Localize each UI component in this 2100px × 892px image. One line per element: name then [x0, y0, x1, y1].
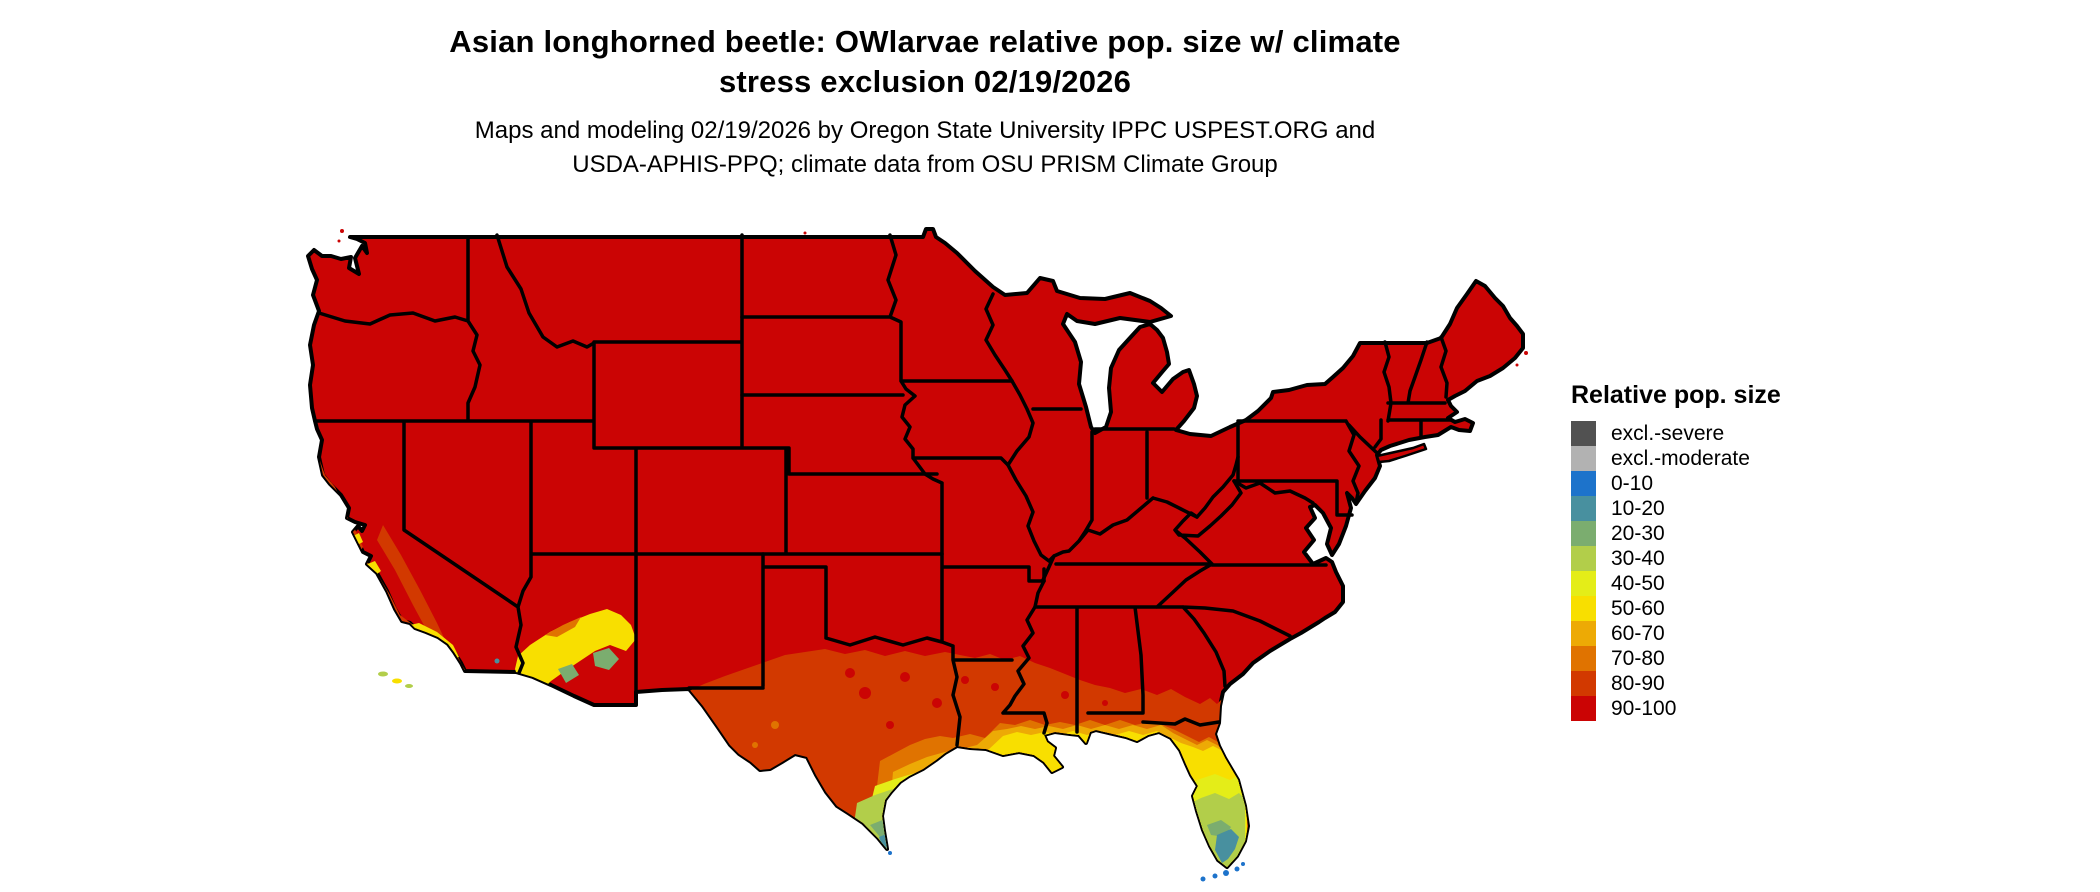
map-svg — [306, 227, 1528, 882]
state-borders — [313, 233, 1453, 747]
us-choropleth-map — [305, 225, 1530, 887]
legend-label: excl.-severe — [1611, 421, 1725, 445]
legend-swatch-60-70 — [1571, 621, 1596, 646]
map-title-line2: stress exclusion 02/19/2026 — [718, 64, 1132, 99]
legend-swatch-0-10 — [1571, 471, 1596, 496]
legend-row: 50-60 — [1571, 596, 1781, 621]
map-subtitle-line1: Maps and modeling 02/19/2026 by Oregon S… — [474, 117, 1376, 144]
state-borders-mississippi-valley — [984, 292, 1240, 735]
legend-swatch-excl-moderate — [1571, 446, 1596, 471]
legend-swatch-50-60 — [1571, 596, 1596, 621]
map-title: Asian longhorned beetle: OWlarvae relati… — [305, 22, 1545, 102]
legend-swatch-90-100 — [1571, 696, 1596, 721]
map-subtitle-line2: USDA-APHIS-PPQ; climate data from OSU PR… — [572, 151, 1278, 178]
legend-row: 80-90 — [1571, 671, 1781, 696]
arizona-yellow-band — [515, 609, 636, 695]
state-borders-central — [687, 233, 1046, 747]
legend-label: 50-60 — [1611, 596, 1665, 620]
legend-row: 30-40 — [1571, 546, 1781, 571]
legend-swatch-40-50 — [1571, 571, 1596, 596]
legend-label: 90-100 — [1611, 696, 1677, 720]
salton-sea-dot — [494, 658, 500, 664]
florida-keys-dots — [888, 851, 1245, 882]
legend-label: 10-20 — [1611, 496, 1665, 520]
band-30-40-texas-tip — [845, 789, 931, 867]
legend-swatch-70-80 — [1571, 646, 1596, 671]
legend-label: 0-10 — [1611, 471, 1654, 495]
legend-row: 10-20 — [1571, 496, 1781, 521]
band-20-30-patches — [870, 819, 1231, 837]
legend-row: 60-70 — [1571, 621, 1781, 646]
legend-row: 90-100 — [1571, 696, 1781, 721]
long-island — [1375, 442, 1428, 464]
legend-swatch-excl-severe — [1571, 421, 1596, 446]
legend-swatch-30-40 — [1571, 546, 1596, 571]
small-coastal-islands — [337, 229, 1528, 367]
legend-row: excl.-severe — [1571, 421, 1781, 446]
legend-label: excl.-moderate — [1611, 446, 1750, 470]
legend-row: 70-80 — [1571, 646, 1781, 671]
legend-swatch-80-90 — [1571, 671, 1596, 696]
legend-row: 40-50 — [1571, 571, 1781, 596]
legend-title: Relative pop. size — [1571, 381, 1781, 409]
arizona-orange-fringe — [545, 617, 779, 748]
state-borders-northeast — [1232, 335, 1453, 517]
state-borders-west — [313, 233, 944, 699]
map-subtitle: Maps and modeling 02/19/2026 by Oregon S… — [305, 114, 1545, 182]
channel-islands — [378, 671, 413, 688]
legend-row: 20-30 — [1571, 521, 1781, 546]
map-title-line1: Asian longhorned beetle: OWlarvae relati… — [449, 24, 1401, 59]
band-10-20-tips — [879, 829, 1239, 863]
legend-label: 70-80 — [1611, 646, 1665, 670]
arizona-green-patches — [558, 648, 619, 683]
state-borders-southeast — [1033, 479, 1328, 734]
legend-label: 60-70 — [1611, 621, 1665, 645]
legend-swatch-20-30 — [1571, 521, 1596, 546]
legend-row: excl.-moderate — [1571, 446, 1781, 471]
legend-label: 80-90 — [1611, 671, 1665, 695]
texas-red-speckles — [845, 668, 1108, 729]
legend-label: 40-50 — [1611, 571, 1665, 595]
legend: Relative pop. size excl.-severe excl.-mo… — [1571, 381, 1781, 721]
legend-row: 0-10 — [1571, 471, 1781, 496]
legend-label: 30-40 — [1611, 546, 1665, 570]
legend-swatch-10-20 — [1571, 496, 1596, 521]
legend-label: 20-30 — [1611, 521, 1665, 545]
